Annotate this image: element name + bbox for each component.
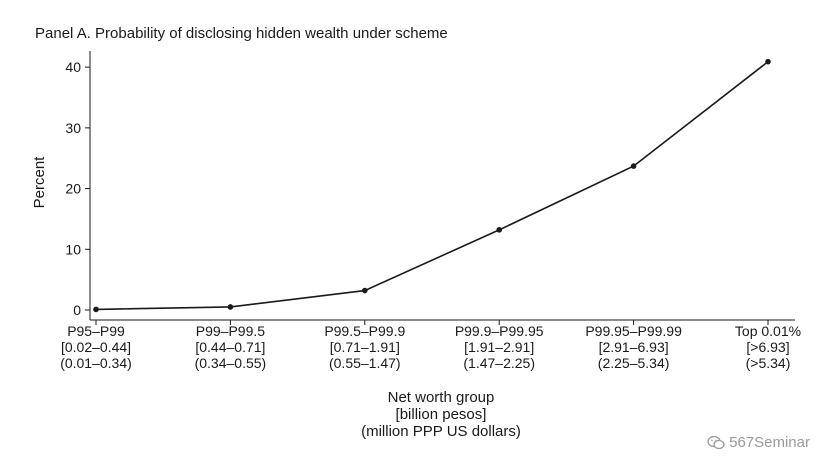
x-axis-label-line: [billion pesos] (396, 406, 487, 423)
x-axis-label: Net worth group[billion pesos](million P… (361, 389, 521, 440)
data-point (765, 58, 771, 65)
x-axis-label-line: (million PPP US dollars) (361, 423, 521, 440)
x-tick-label: [0.44–0.71] (195, 339, 265, 355)
data-point (227, 304, 234, 310)
y-tick-label: 20 (65, 181, 81, 197)
x-tick-label: [1.91–2.91] (464, 339, 534, 355)
x-tick-label: [>6.93] (746, 339, 789, 355)
data-point (496, 227, 503, 233)
watermark-text: 567Seminar (729, 434, 810, 451)
y-tick-label: 10 (65, 241, 81, 257)
x-tick-label: [0.71–1.91] (330, 339, 400, 355)
x-tick-label: P99.95–P99.99 (585, 323, 682, 339)
y-axis: 0 10 20 30 40 (65, 51, 91, 320)
chart-title: Panel A. Probability of disclosing hidde… (35, 25, 448, 42)
data-point (630, 163, 637, 169)
x-tick-label: (0.01–0.34) (60, 355, 132, 371)
x-axis: P95–P99[0.02–0.44](0.01–0.34)P99–P99.5[0… (60, 319, 801, 371)
data-point (93, 306, 99, 313)
wechat-icon (707, 435, 725, 449)
x-tick-label: P99–P99.5 (196, 323, 265, 339)
x-tick-label: Top 0.01% (735, 323, 801, 339)
y-axis-label: Percent (31, 156, 48, 209)
x-tick-label: (2.25–5.34) (598, 355, 670, 371)
series-line (95, 61, 769, 311)
x-tick-label: P99.5–P99.9 (324, 323, 405, 339)
x-tick-label: (1.47–2.25) (463, 355, 535, 371)
x-tick-label: (0.34–0.55) (195, 355, 267, 371)
x-tick-label: P99.9–P99.95 (455, 323, 544, 339)
x-axis-label-line: Net worth group (388, 389, 495, 406)
x-tick-label: (>5.34) (746, 355, 791, 371)
y-tick-label: 30 (65, 120, 81, 136)
y-tick-label: 0 (73, 302, 81, 318)
x-tick-label: P95–P99 (67, 323, 125, 339)
y-tick-label: 40 (65, 59, 81, 75)
x-tick-label: [2.91–6.93] (599, 339, 669, 355)
x-tick-label: (0.55–1.47) (329, 355, 401, 371)
watermark: 567Seminar (707, 434, 810, 451)
x-tick-label: [0.02–0.44] (61, 339, 131, 355)
data-point (362, 287, 368, 294)
series (93, 58, 771, 313)
